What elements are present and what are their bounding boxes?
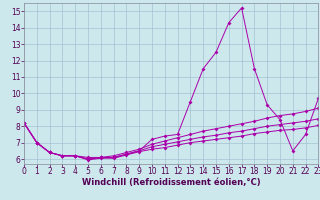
X-axis label: Windchill (Refroidissement éolien,°C): Windchill (Refroidissement éolien,°C) xyxy=(82,178,260,187)
